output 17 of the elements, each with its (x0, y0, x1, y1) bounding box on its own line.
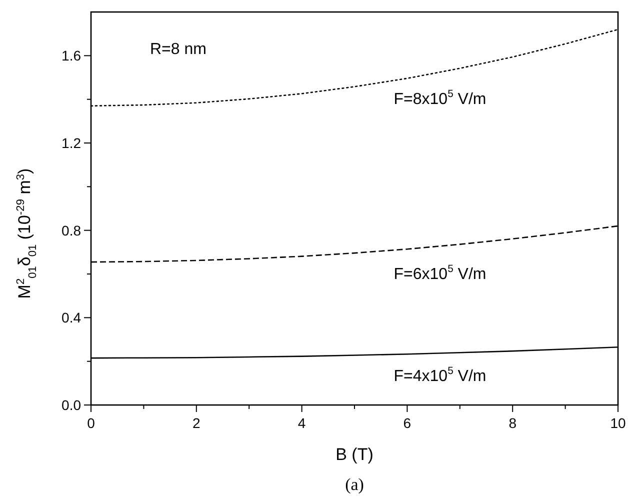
y-tick-label: 1.6 (62, 48, 82, 64)
x-axis-title: B (T) (336, 445, 374, 464)
annotation: R=8 nm (150, 41, 206, 58)
x-tick-label: 10 (610, 415, 626, 431)
x-tick-label: 4 (298, 415, 306, 431)
x-tick-label: 6 (403, 415, 412, 431)
y-tick-label: 0.8 (62, 222, 82, 238)
text: (a) (345, 475, 364, 494)
y-tick-label: 0.4 (62, 310, 82, 326)
annotation: F=4x10$^{5}$ V/m (394, 366, 486, 386)
annotation: F=8x10$^{5}$ V/m (394, 89, 486, 108)
x-tick-label: 2 (192, 415, 200, 431)
x-tick-label: 8 (508, 415, 517, 431)
y-tick-label: 1.2 (62, 135, 82, 151)
text: 0.0 (62, 397, 81, 413)
annotation: F=6x10$^{5}$ V/m (394, 264, 486, 284)
x-tick-label: 0 (87, 415, 96, 431)
